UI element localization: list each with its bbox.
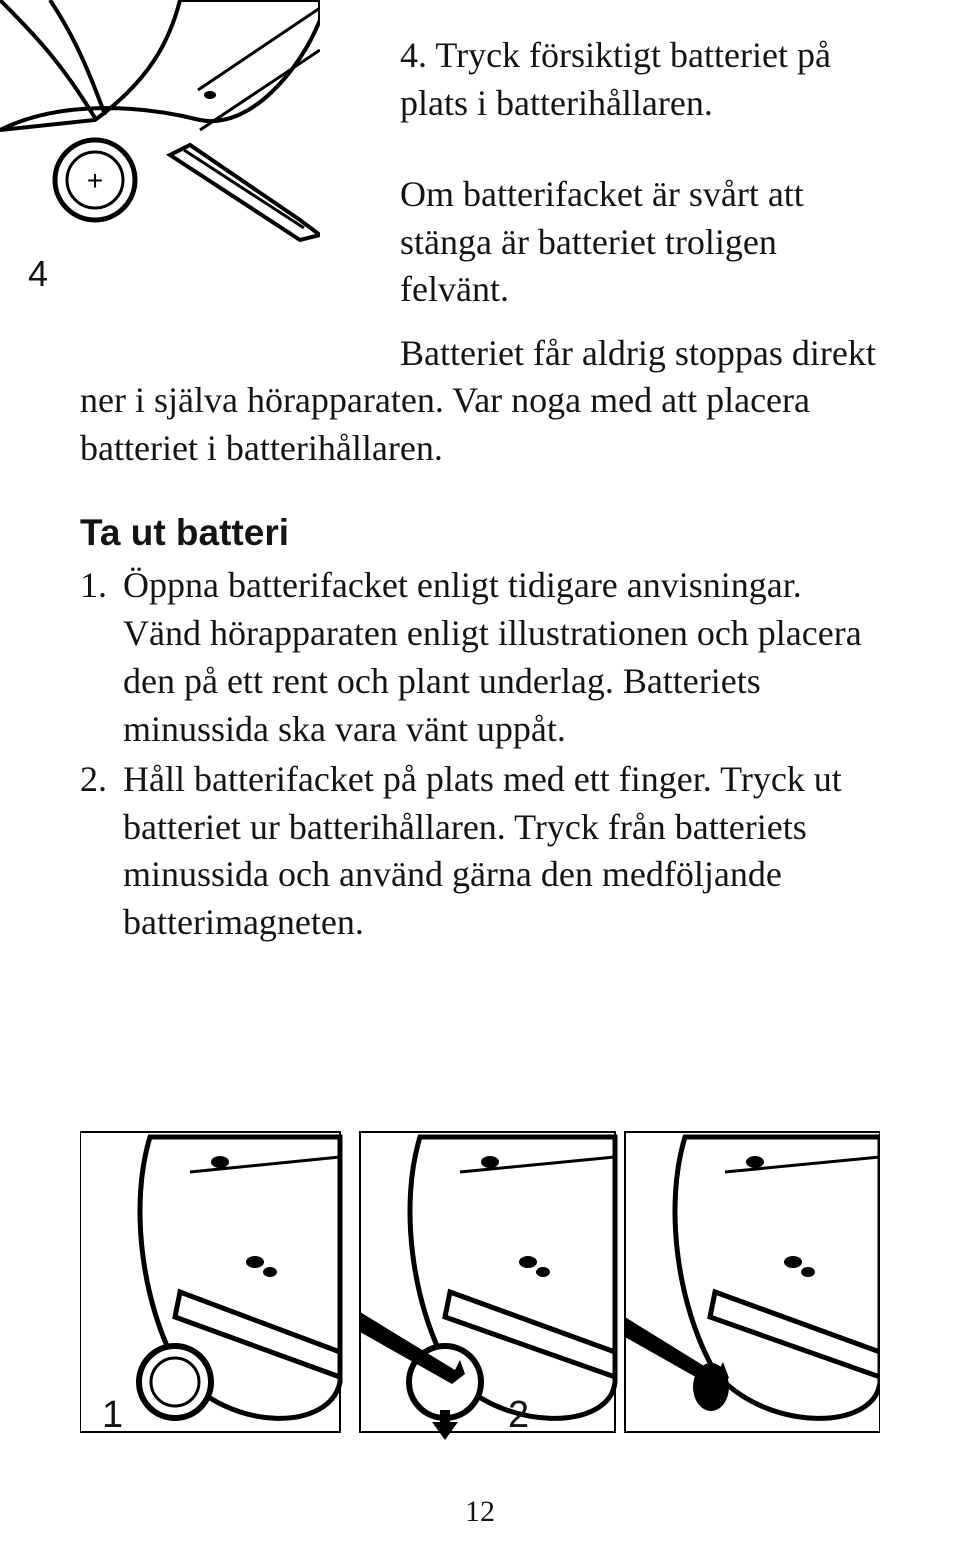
- page-number: 12: [0, 1495, 960, 1529]
- step-2-text: Håll batterifacket på plats med ett fing…: [123, 756, 880, 948]
- page: + 4 4. Tryck försiktigt batteriet på pla…: [0, 0, 960, 1557]
- remove-battery-steps: 1. Öppna batterifacket enligt tidigare a…: [80, 562, 880, 947]
- illustration-2-label: 2: [508, 1394, 529, 1437]
- illustration-4-label: 4: [28, 253, 48, 295]
- step-2: 2. Håll batterifacket på plats med ett f…: [80, 756, 880, 948]
- heading-remove-battery: Ta ut batteri: [80, 512, 880, 554]
- step-2-number: 2.: [80, 756, 107, 948]
- step-4-text: 4. Tryck försiktigt batteriet på plats i…: [400, 20, 880, 314]
- svg-text:+: +: [87, 165, 103, 196]
- placement-line-b: ner i själva hörapparaten. Var noga med …: [80, 377, 880, 472]
- step-1-text: Öppna batterifacket enligt tidigare anvi…: [123, 562, 880, 754]
- step-1-number: 1.: [80, 562, 107, 754]
- illustration-step-4: + 4: [0, 0, 320, 290]
- step-4-line: 4. Tryck försiktigt batteriet på plats i…: [400, 32, 880, 127]
- warning-paragraph: Om batterifacket är svårt att stänga är …: [400, 171, 880, 314]
- placement-paragraph: Batteriet får aldrig stoppas direkt ner …: [80, 330, 880, 473]
- step-1: 1. Öppna batterifacket enligt tidigare a…: [80, 562, 880, 754]
- placement-line-a: Batteriet får aldrig stoppas direkt: [400, 330, 880, 378]
- illustration-1-label: 1: [102, 1394, 123, 1437]
- illustration-remove-battery: 1 2: [80, 1122, 880, 1452]
